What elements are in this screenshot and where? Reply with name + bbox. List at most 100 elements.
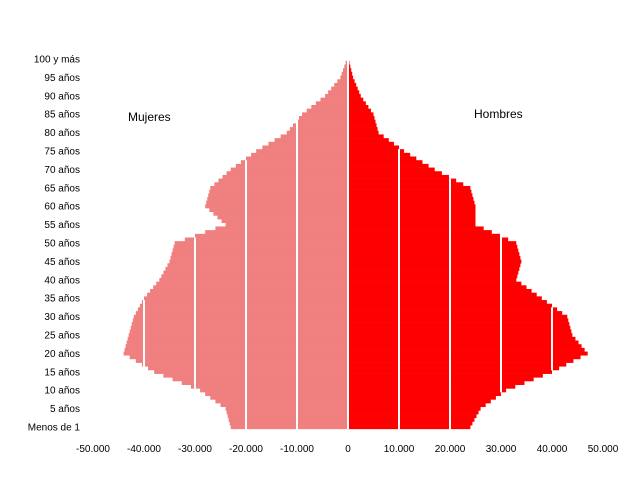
female-bar-age-24 [127, 336, 349, 341]
gridline-10000-age-3 [398, 414, 400, 419]
gridline--20000-age-36 [245, 292, 247, 297]
female-bar-age-56 [221, 219, 348, 224]
gridline--10000-age-78 [296, 138, 298, 143]
gridline--10000-age-61 [296, 200, 298, 205]
female-bar-age-36 [147, 292, 348, 297]
female-bar-age-64 [209, 189, 348, 194]
gridline--20000-age-19 [245, 355, 247, 360]
gridline--20000-age-52 [245, 233, 247, 238]
male-bar-age-78 [348, 138, 389, 143]
gridline-20000-age-21 [449, 347, 451, 352]
gridline-30000-age-40 [500, 277, 502, 282]
gridline-20000-age-9 [449, 392, 451, 397]
gridline--20000-age-31 [245, 311, 247, 316]
gridline--20000-age-57 [245, 215, 247, 220]
gridline--10000-age-45 [296, 259, 298, 264]
age-tick-label: 30 años [44, 312, 80, 323]
gridline--20000-age-0 [245, 425, 247, 430]
gridline-20000-age-8 [449, 395, 451, 400]
gridline--30000-age-42 [194, 270, 196, 275]
gridline-10000-age-9 [398, 392, 400, 397]
gridline-30000-age-50 [500, 241, 502, 246]
gridline--10000-age-54 [296, 226, 298, 231]
female-bar-age-20 [123, 351, 348, 356]
gridline--20000-age-49 [245, 244, 247, 249]
female-bar-age-77 [268, 141, 348, 146]
gridline-20000-age-45 [449, 259, 451, 264]
gridline-10000-age-14 [398, 373, 400, 378]
gridline-10000-age-32 [398, 307, 400, 312]
male-bar-age-11 [348, 384, 516, 389]
gridline-20000-age-41 [449, 274, 451, 279]
gridline-10000-age-29 [398, 318, 400, 323]
female-bar-age-49 [173, 244, 348, 249]
gridline--10000-age-30 [296, 314, 298, 319]
male-bar-age-13 [348, 377, 534, 382]
gridline-40000-age-25 [551, 333, 553, 338]
gridline-10000-age-62 [398, 197, 400, 201]
male-bar-age-24 [348, 336, 576, 341]
female-bar-age-19 [129, 355, 348, 360]
male-bar-age-42 [348, 270, 519, 275]
gridline--10000-age-38 [296, 285, 298, 290]
gridline-30000-age-28 [500, 322, 502, 327]
gridline-20000-age-38 [449, 285, 451, 290]
gridline-10000-age-20 [398, 351, 400, 356]
age-tick-label: 50 años [44, 239, 80, 250]
female-bar-age-25 [128, 333, 348, 338]
gridline--20000-age-55 [245, 222, 247, 227]
gridline--10000-age-65 [296, 185, 298, 190]
gridline-20000-age-67 [449, 178, 451, 183]
gridline--10000-age-9 [296, 392, 298, 397]
age-tick-label: 70 años [44, 165, 80, 176]
gridline-10000-age-74 [398, 152, 400, 157]
male-bar-age-85 [348, 112, 374, 117]
gridline--10000-age-27 [296, 325, 298, 330]
gridline--20000-age-50 [245, 241, 247, 246]
male-bar-age-23 [348, 340, 579, 345]
gridline-20000-age-35 [449, 296, 451, 301]
gridline--20000-age-34 [245, 300, 247, 305]
age-tick-label: 20 años [44, 349, 80, 360]
gridline-20000-age-16 [449, 366, 451, 371]
population-tick-label: -30.000 [178, 444, 212, 455]
gridline--10000-age-56 [296, 219, 298, 224]
gridline--10000-age-28 [296, 322, 298, 327]
male-bar-age-54 [348, 226, 484, 231]
gridline-10000-age-4 [398, 410, 400, 415]
gridline--10000-age-62 [296, 197, 298, 201]
gridline-10000-age-64 [398, 189, 400, 194]
gridline-10000-age-16 [398, 366, 400, 371]
gridline--10000-age-31 [296, 311, 298, 316]
gridline--20000-age-42 [245, 270, 247, 275]
female-bar-age-74 [251, 152, 348, 157]
gridline-30000-age-41 [500, 274, 502, 279]
female-bar-age-63 [208, 193, 348, 198]
male-bar-age-91 [348, 90, 360, 95]
gridline--30000-age-27 [194, 325, 196, 330]
gridline--10000-age-80 [296, 130, 298, 135]
gridline--30000-age-48 [194, 248, 196, 253]
male-bar-age-40 [348, 277, 517, 282]
gridline--20000-age-65 [245, 185, 247, 190]
gridline--30000-age-40 [194, 277, 196, 282]
male-bar-age-93 [348, 82, 357, 87]
gridline--40000-age-28 [143, 322, 145, 327]
gridline-20000-age-17 [449, 362, 451, 367]
gridline-30000-age-42 [500, 270, 502, 275]
gridline-30000-age-19 [500, 355, 502, 360]
gridline-40000-age-24 [551, 336, 553, 341]
gridline-10000-age-6 [398, 403, 400, 408]
gridline--30000-age-45 [194, 259, 196, 264]
gridline--10000-age-2 [296, 417, 298, 422]
age-tick-label: 100 y más [34, 55, 80, 66]
gridline--10000-age-50 [296, 241, 298, 246]
gridline--10000-age-10 [296, 388, 298, 393]
gridline--20000-age-54 [245, 226, 247, 231]
gridline--30000-age-39 [194, 281, 196, 286]
gridline--10000-age-41 [296, 274, 298, 279]
population-tick-label: 50.000 [588, 444, 619, 455]
gridline-40000-age-17 [551, 362, 553, 367]
male-bar-age-2 [348, 417, 475, 422]
gridline-10000-age-46 [398, 255, 400, 260]
